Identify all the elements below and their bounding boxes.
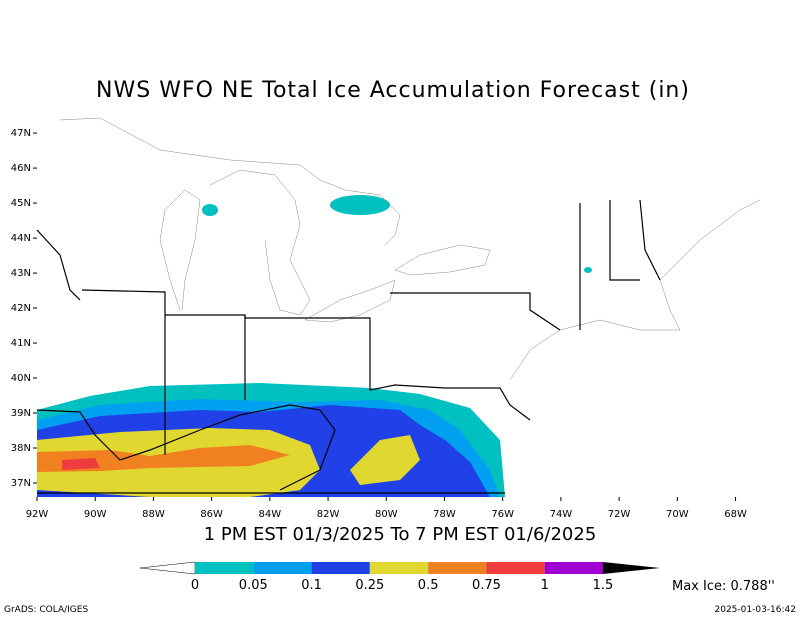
lat-label: 41N [11,338,31,349]
colorbar-label: 0.05 [239,578,268,593]
colorbar-label: 0.25 [355,578,384,593]
lat-label: 42N [11,303,31,314]
ice-area [62,458,100,470]
lat-label: 39N [11,408,31,419]
ice-area [350,435,420,485]
lat-label: 47N [11,128,31,139]
state-line [36,199,661,301]
ice-area [330,195,390,215]
coastline [304,279,396,323]
coastline [209,169,311,316]
colorbar-above [603,562,660,574]
lat-label: 37N [11,478,31,489]
colorbar-segment [369,562,429,574]
lon-label: 84W [259,509,282,520]
coastline [59,117,401,246]
footer-timestamp: 2025-01-03-16:42 [715,605,797,615]
colorbar-segment [253,562,312,574]
map-title: NWS WFO NE Total Ice Accumulation Foreca… [96,78,690,103]
lon-label: 74W [550,509,573,520]
colorbar-segment [311,562,370,574]
colorbar-segment [195,562,254,574]
ice-area [37,445,290,472]
colorbar-label: 0.75 [472,578,501,593]
lon-label: 76W [491,509,514,520]
lat-label: 45N [11,198,31,209]
lat-label: 38N [11,443,31,454]
lat-label: 46N [11,163,31,174]
lon-label: 90W [84,509,107,520]
lon-label: 82W [317,509,340,520]
ice-area [584,267,592,273]
coastline [394,244,491,276]
lon-label: 72W [608,509,631,520]
footer-credit: GrADS: COLA/IGES [4,605,88,615]
state-line [164,203,581,455]
lon-label: 86W [200,509,223,520]
lon-label: 80W [375,509,398,520]
colorbar-label: 0.5 [418,578,439,593]
lon-label: 68W [724,509,747,520]
colorbar-segment [428,562,487,574]
colorbar-label: 1 [541,578,549,593]
lat-label: 43N [11,268,31,279]
colorbar-label: 1.5 [593,578,614,593]
max-ice: Max Ice: 0.788'' [672,579,775,594]
lon-label: 88W [142,509,165,520]
valid-period: 1 PM EST 01/3/2025 To 7 PM EST 01/6/2025 [204,524,597,545]
lon-label: 92W [26,509,49,520]
lat-label: 44N [11,233,31,244]
coastline [509,199,761,381]
lon-label: 78W [433,509,456,520]
colorbar-below [139,561,196,575]
state-line [36,404,336,491]
state-line [81,289,531,421]
ice-area [202,204,218,216]
colorbar-label: 0 [191,578,199,593]
lon-label: 70W [666,509,689,520]
colorbar-label: 0.1 [301,578,322,593]
lat-label: 40N [11,373,31,384]
colorbar-segment [486,562,545,574]
coastline [159,189,201,311]
map [36,117,761,497]
colorbar-segment [544,562,603,574]
colorbar: 0 0.05 0.1 0.25 0.5 0.75 1 1.5 [139,561,660,593]
